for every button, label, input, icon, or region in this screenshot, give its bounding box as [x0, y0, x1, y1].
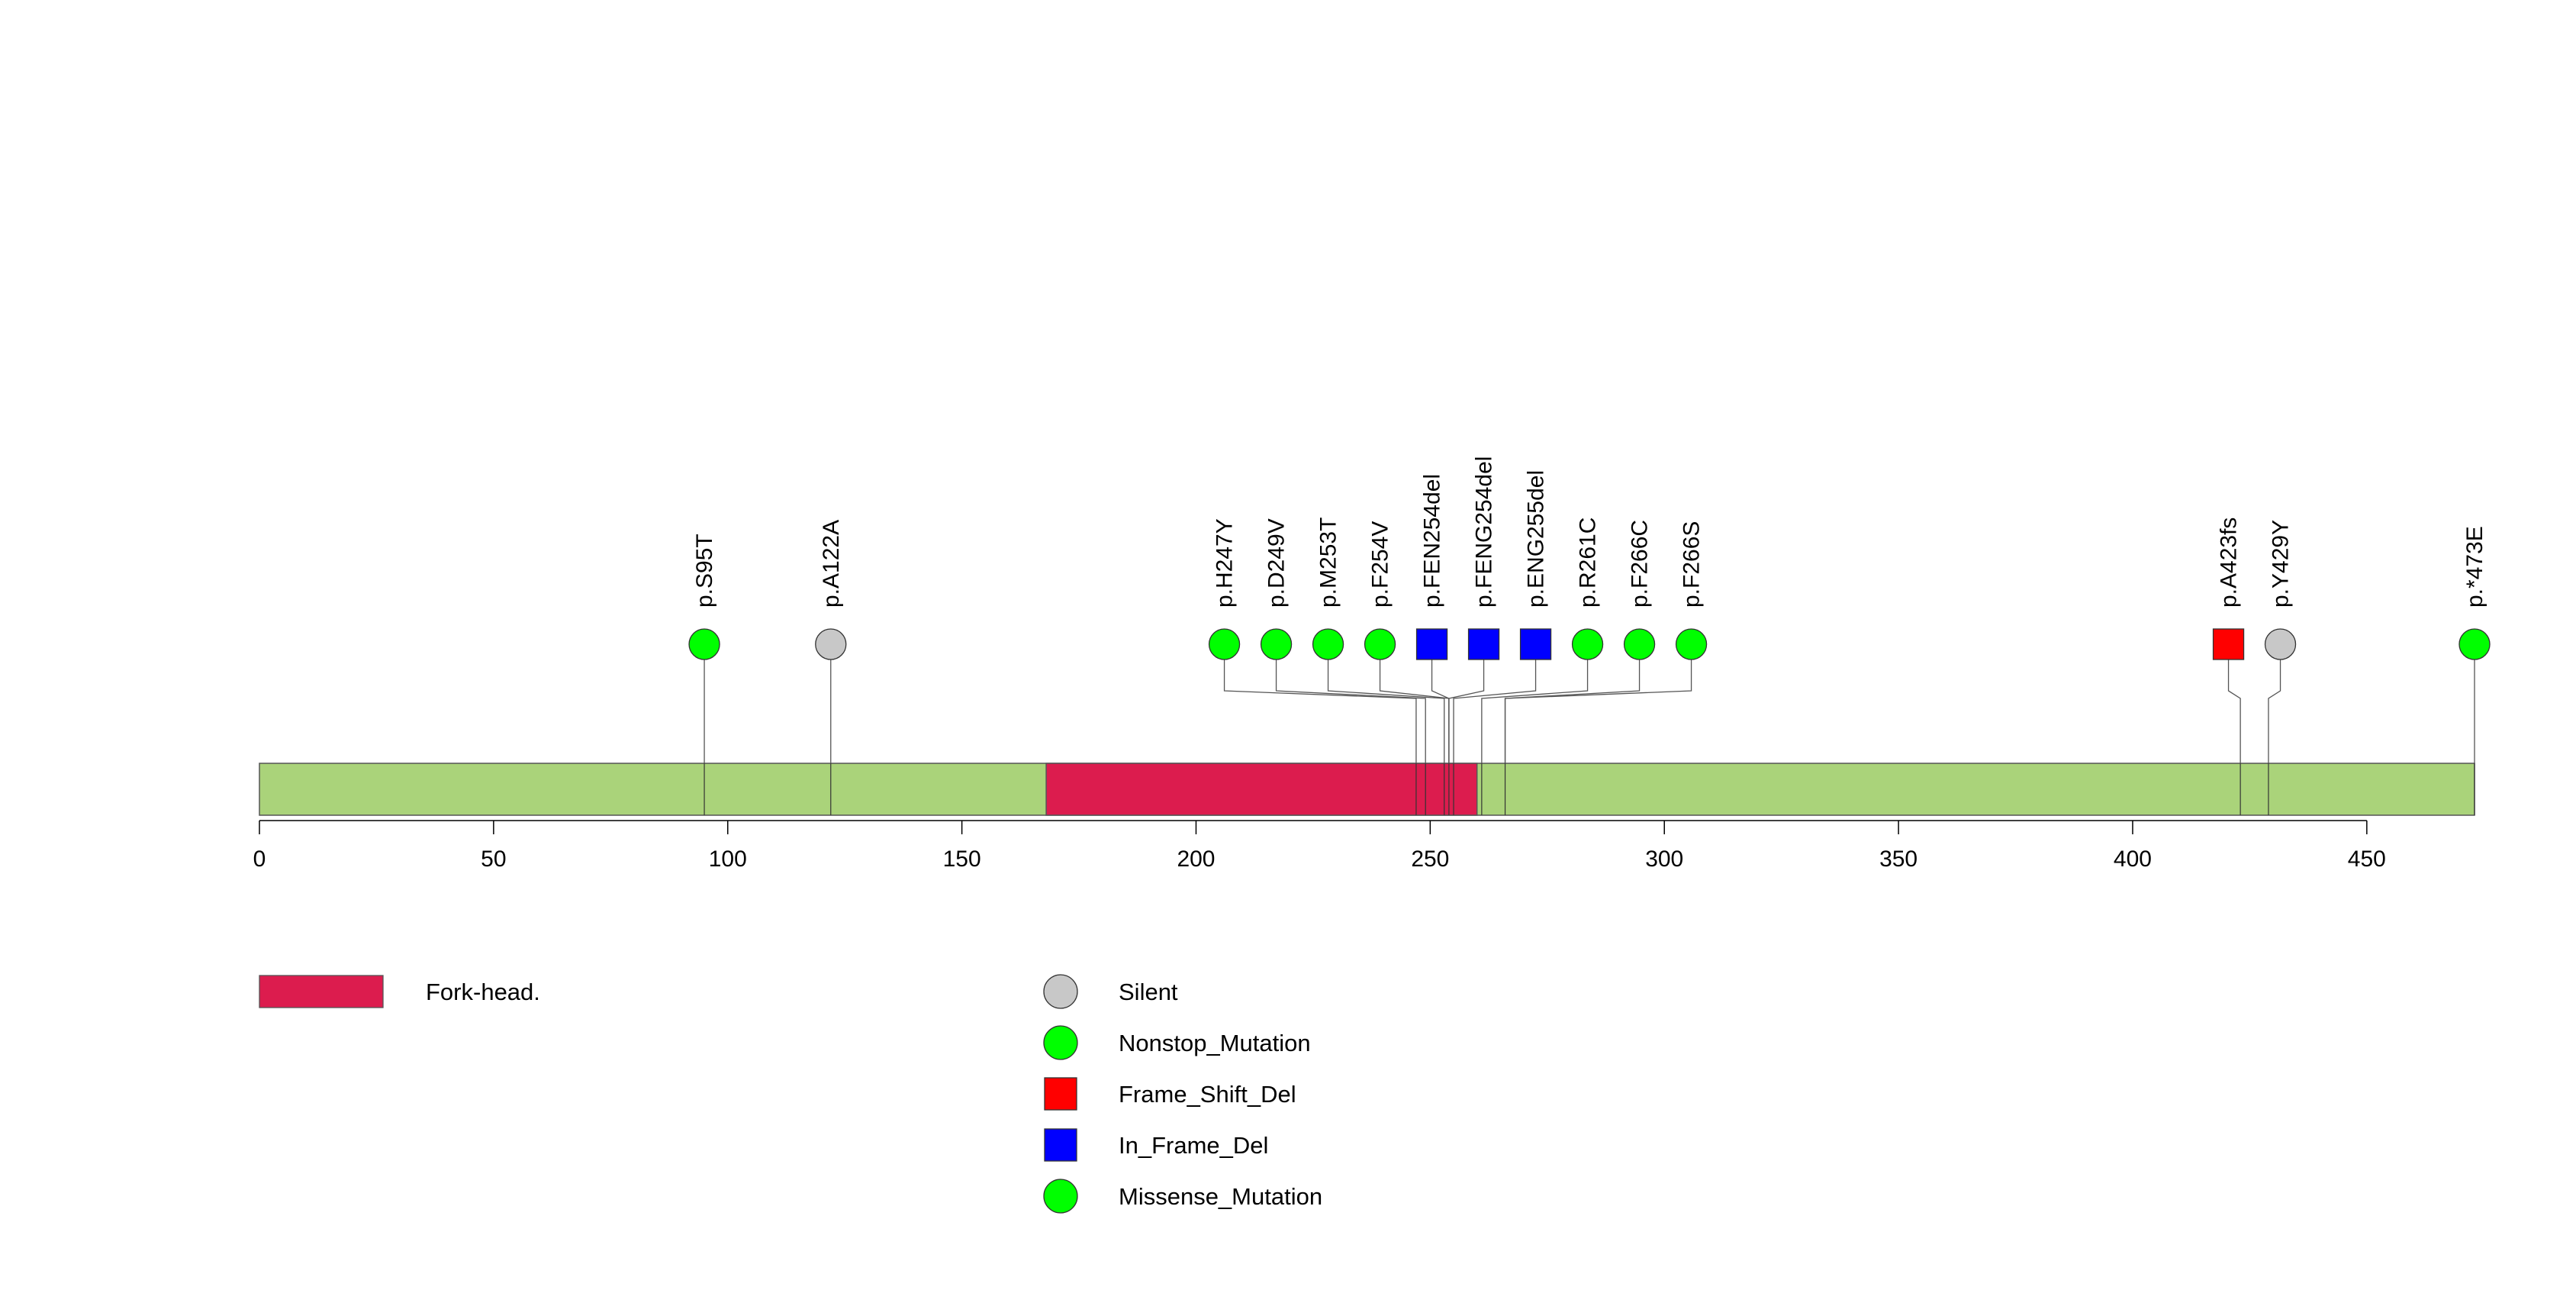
connector-line — [1431, 644, 1450, 763]
connector-line — [1504, 644, 1641, 763]
mutation-label: p.FENG254del — [1472, 456, 1497, 608]
mutation-label: p.A122A — [819, 520, 844, 608]
mutation-marker-circle — [1675, 628, 1708, 660]
x-tick-label: 100 — [709, 847, 747, 872]
mutation-marker-circle — [1364, 628, 1396, 660]
legend-marker-circle — [1043, 974, 1078, 1009]
legend-domain-label: Fork-head. — [426, 979, 540, 1005]
legend-marker-circle — [1043, 1179, 1078, 1214]
mutation-labels: p.S95T p.A122A p.H247Y p.D249V p.M253T p.F254… — [692, 456, 2487, 608]
x-tick-label: 300 — [1645, 847, 1683, 872]
x-tick-label: 150 — [943, 847, 981, 872]
mutation-label: p.S95T — [692, 534, 717, 608]
connector-line — [1448, 644, 1485, 763]
mutation-marker-circle — [1260, 628, 1293, 660]
domain-bar — [1045, 763, 1478, 816]
x-tick-label: 250 — [1411, 847, 1449, 872]
legend-marker-square — [1044, 1077, 1077, 1111]
connector-line — [1453, 644, 1537, 763]
mutation-marker-circle — [688, 628, 720, 660]
mutation-label: p.F254V — [1368, 521, 1393, 608]
x-tick-label: 450 — [2348, 847, 2386, 872]
legend-domain-swatch — [259, 975, 384, 1008]
mutation-marker-circle — [2458, 628, 2491, 660]
mutation-label: p.ENG255del — [1524, 470, 1549, 608]
legend-marker-circle — [1043, 1025, 1078, 1060]
connector-line — [2268, 644, 2281, 763]
mutation-marker-circle — [1312, 628, 1344, 660]
legend-marker-square — [1044, 1128, 1077, 1162]
mutation-markers — [688, 628, 2491, 660]
connector-lines — [704, 644, 2475, 763]
domain-legend: Fork-head. — [259, 975, 540, 1008]
mutation-marker-circle — [1208, 628, 1241, 660]
x-tick-label: 400 — [2114, 847, 2152, 872]
mutation-marker-circle — [1623, 628, 1656, 660]
legend-mutation-label: Nonstop_Mutation — [1119, 1030, 1311, 1056]
x-tick-label: 200 — [1177, 847, 1215, 872]
mutation-marker-circle — [2264, 628, 2297, 660]
connector-line — [2227, 644, 2241, 763]
connector-line — [1504, 644, 1692, 763]
protein-backbone-layer — [259, 763, 2475, 816]
legend-mutation-label: Missense_Mutation — [1119, 1183, 1322, 1210]
mutation-label: p.FEN254del — [1420, 474, 1445, 608]
connector-line — [1379, 644, 1450, 763]
mutation-label: p.Y429Y — [2268, 520, 2294, 608]
connector-line — [1327, 644, 1445, 763]
mutation-label: p.H247Y — [1212, 518, 1238, 608]
legend-mutation-label: Frame_Shift_Del — [1119, 1081, 1296, 1108]
mutation-marker-circle — [815, 628, 847, 660]
legend-mutation-label: In_Frame_Del — [1119, 1132, 1268, 1159]
connector-line — [1223, 644, 1417, 763]
legend-mutation-label: Silent — [1119, 979, 1178, 1005]
mutation-label: p.R261C — [1576, 518, 1601, 608]
mutation-label: p.M253T — [1316, 518, 1341, 608]
mutation-label: p.*473E — [2462, 526, 2487, 608]
mutation-type-legend: Silent Nonstop_Mutation Frame_Shift_Del In_… — [1043, 974, 1322, 1214]
connector-line — [1481, 644, 1589, 763]
mutation-marker-square — [1467, 628, 1500, 660]
x-tick-label: 350 — [1879, 847, 1918, 872]
connector-line — [1275, 644, 1426, 763]
mutation-label: p.F266C — [1628, 520, 1653, 608]
x-axis: 0 50 100 150 200 250 300 350 400 450 — [253, 820, 2386, 872]
mutation-marker-square — [1415, 628, 1448, 660]
mutation-marker-square — [1519, 628, 1552, 660]
mutation-marker-square — [2212, 628, 2245, 660]
mutation-label: p.D249V — [1264, 518, 1290, 608]
mutation-label: p.A423fs — [2217, 518, 2242, 608]
x-tick-label: 0 — [253, 847, 266, 872]
x-tick-label: 50 — [481, 847, 506, 872]
mutation-label: p.F266S — [1679, 521, 1705, 608]
mutation-marker-circle — [1571, 628, 1604, 660]
